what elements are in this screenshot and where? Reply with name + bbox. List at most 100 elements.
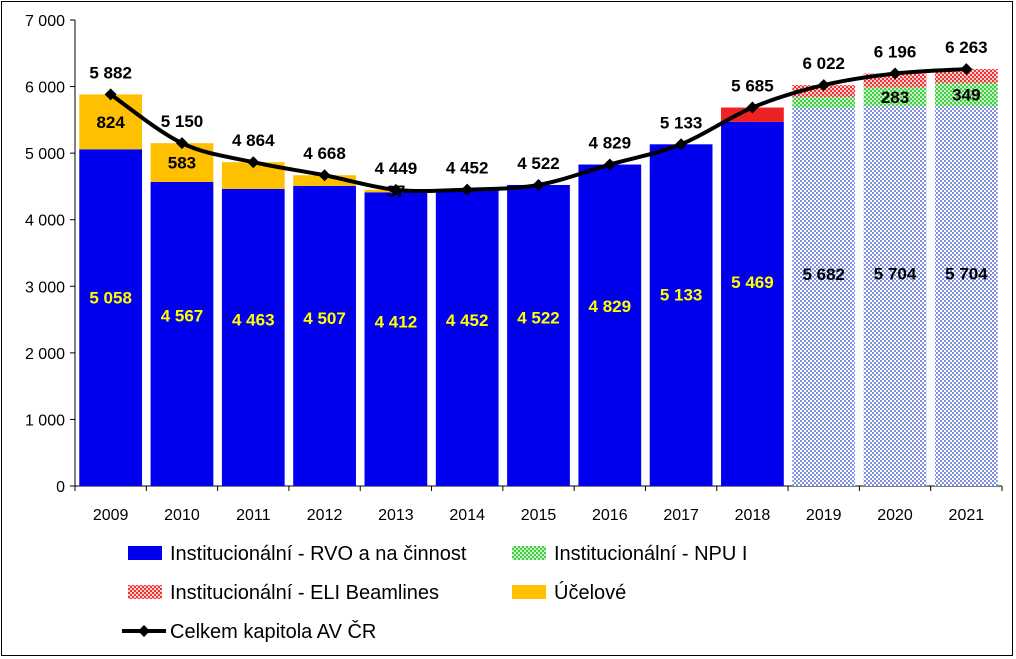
bar-value-label: 824 [96,113,125,132]
y-tick-label: 3 000 [25,279,65,296]
total-line-marker [104,88,117,101]
bar-segment [721,107,784,122]
bar-segment [863,106,927,486]
x-tick-label: 2021 [949,507,985,524]
total-line-marker [675,138,688,151]
bar-segment [863,87,927,107]
total-value-label: 5 882 [89,63,132,82]
total-line-marker [318,169,331,182]
x-tick-label: 2015 [521,507,557,524]
legend-eli-label: Institucionální - ELI Beamlines [170,582,439,604]
bar-value-label: 283 [881,88,909,107]
axes: 0 1 000 2 000 3 000 4 000 5 000 6 000 7 000 2009… [25,13,1003,524]
y-tick-label: 7 000 [25,13,65,30]
x-tick-label: 2011 [236,507,271,524]
bars [79,69,998,487]
bar-segment [364,192,428,486]
y-tick-label: 2 000 [25,346,65,363]
x-tick-label: 2014 [449,507,485,524]
total-value-label: 5 685 [731,77,774,96]
total-value-label: 6 196 [874,43,917,62]
y-tick-label: 0 [56,479,65,496]
bar-segment [934,106,998,486]
total-value-label: 5 133 [660,113,703,132]
bar-value-label: 4 829 [589,297,632,316]
legend-npu-label: Institucionální - NPU I [554,543,747,565]
bar-segment [649,144,713,486]
bar-value-label: 583 [168,154,196,173]
bar-segment [79,94,143,150]
bar-value-label: 4 452 [446,311,489,330]
total-line: 5 882 5 150 4 864 4 668 4 449 4 452 4 522 4 829… [89,38,988,196]
legend-rvo-label: Institucionální - RVO a na činnost [170,543,467,565]
legend-eli-swatch [128,585,162,599]
total-line-marker [817,79,830,92]
total-line-marker [461,183,474,196]
bar-value-label: 349 [952,86,980,105]
legend: Institucionální - RVO a na činnost Instit… [122,543,747,643]
legend-ucelove-label: Účelové [554,581,626,604]
bar-value-label: 4 463 [232,311,275,330]
total-line-marker [389,183,402,196]
bar-value-label: 4 412 [375,313,418,332]
bar-segment [934,83,998,107]
y-tick-label: 4 000 [25,213,65,230]
total-line-marker [889,67,902,80]
total-line-marker [247,156,260,169]
total-value-label: 4 522 [517,154,560,173]
y-tick-label: 1 000 [25,412,65,429]
total-line-marker [746,101,759,114]
total-line-marker [175,137,188,150]
x-tick-label: 2016 [592,507,628,524]
x-tick-label: 2019 [806,507,842,524]
bar-value-label: 5 704 [945,264,988,283]
total-value-label: 6 263 [945,38,988,57]
total-line-marker [960,63,973,76]
bar-segment [792,97,856,108]
x-tick-label: 2020 [877,507,913,524]
total-value-label: 5 150 [161,112,204,131]
y-tick-label: 6 000 [25,80,65,97]
bar-segment [435,189,499,486]
x-tick-label: 2009 [93,507,129,524]
legend-npu-swatch [512,546,546,560]
legend-ucelove-swatch [512,585,546,599]
bar-segment [721,121,784,486]
bar-value-label: 5 058 [89,288,132,307]
x-tick-label: 2018 [735,507,771,524]
bar-value-label: 5 469 [731,273,774,292]
bar-value-label: 5 704 [874,264,917,283]
bar-segment [934,69,998,84]
x-tick-label: 2017 [663,507,699,524]
y-tick-label: 5 000 [25,146,65,163]
bar-value-label: 4 522 [517,308,560,327]
bar-segment [507,184,570,487]
bar-segment [792,107,856,486]
bar-segment [79,149,143,486]
bar-value-label: 5 682 [802,265,845,284]
bar-segment [578,164,642,487]
legend-total-label: Celkem kapitola AV ČR [170,620,376,643]
bar-segment [150,181,214,486]
total-value-label: 4 449 [375,159,418,178]
total-value-label: 6 022 [802,54,845,73]
x-tick-label: 2013 [378,507,414,524]
x-tick-label: 2010 [164,507,200,524]
x-tick-label: 2012 [307,507,343,524]
total-value-label: 4 864 [232,131,275,150]
total-line-marker [532,178,545,191]
bar-segment [221,188,285,486]
total-line-marker [603,158,616,171]
total-value-label: 4 668 [303,144,346,163]
legend-total-marker [138,625,150,637]
bar-value-label: 4 507 [303,309,346,328]
total-value-label: 4 452 [446,159,489,178]
total-value-label: 4 829 [589,134,632,153]
legend-rvo-swatch [128,546,162,560]
bar-segment [293,185,356,486]
bar-value-label: 4 567 [161,307,204,326]
bar-value-label: 5 133 [660,286,703,305]
